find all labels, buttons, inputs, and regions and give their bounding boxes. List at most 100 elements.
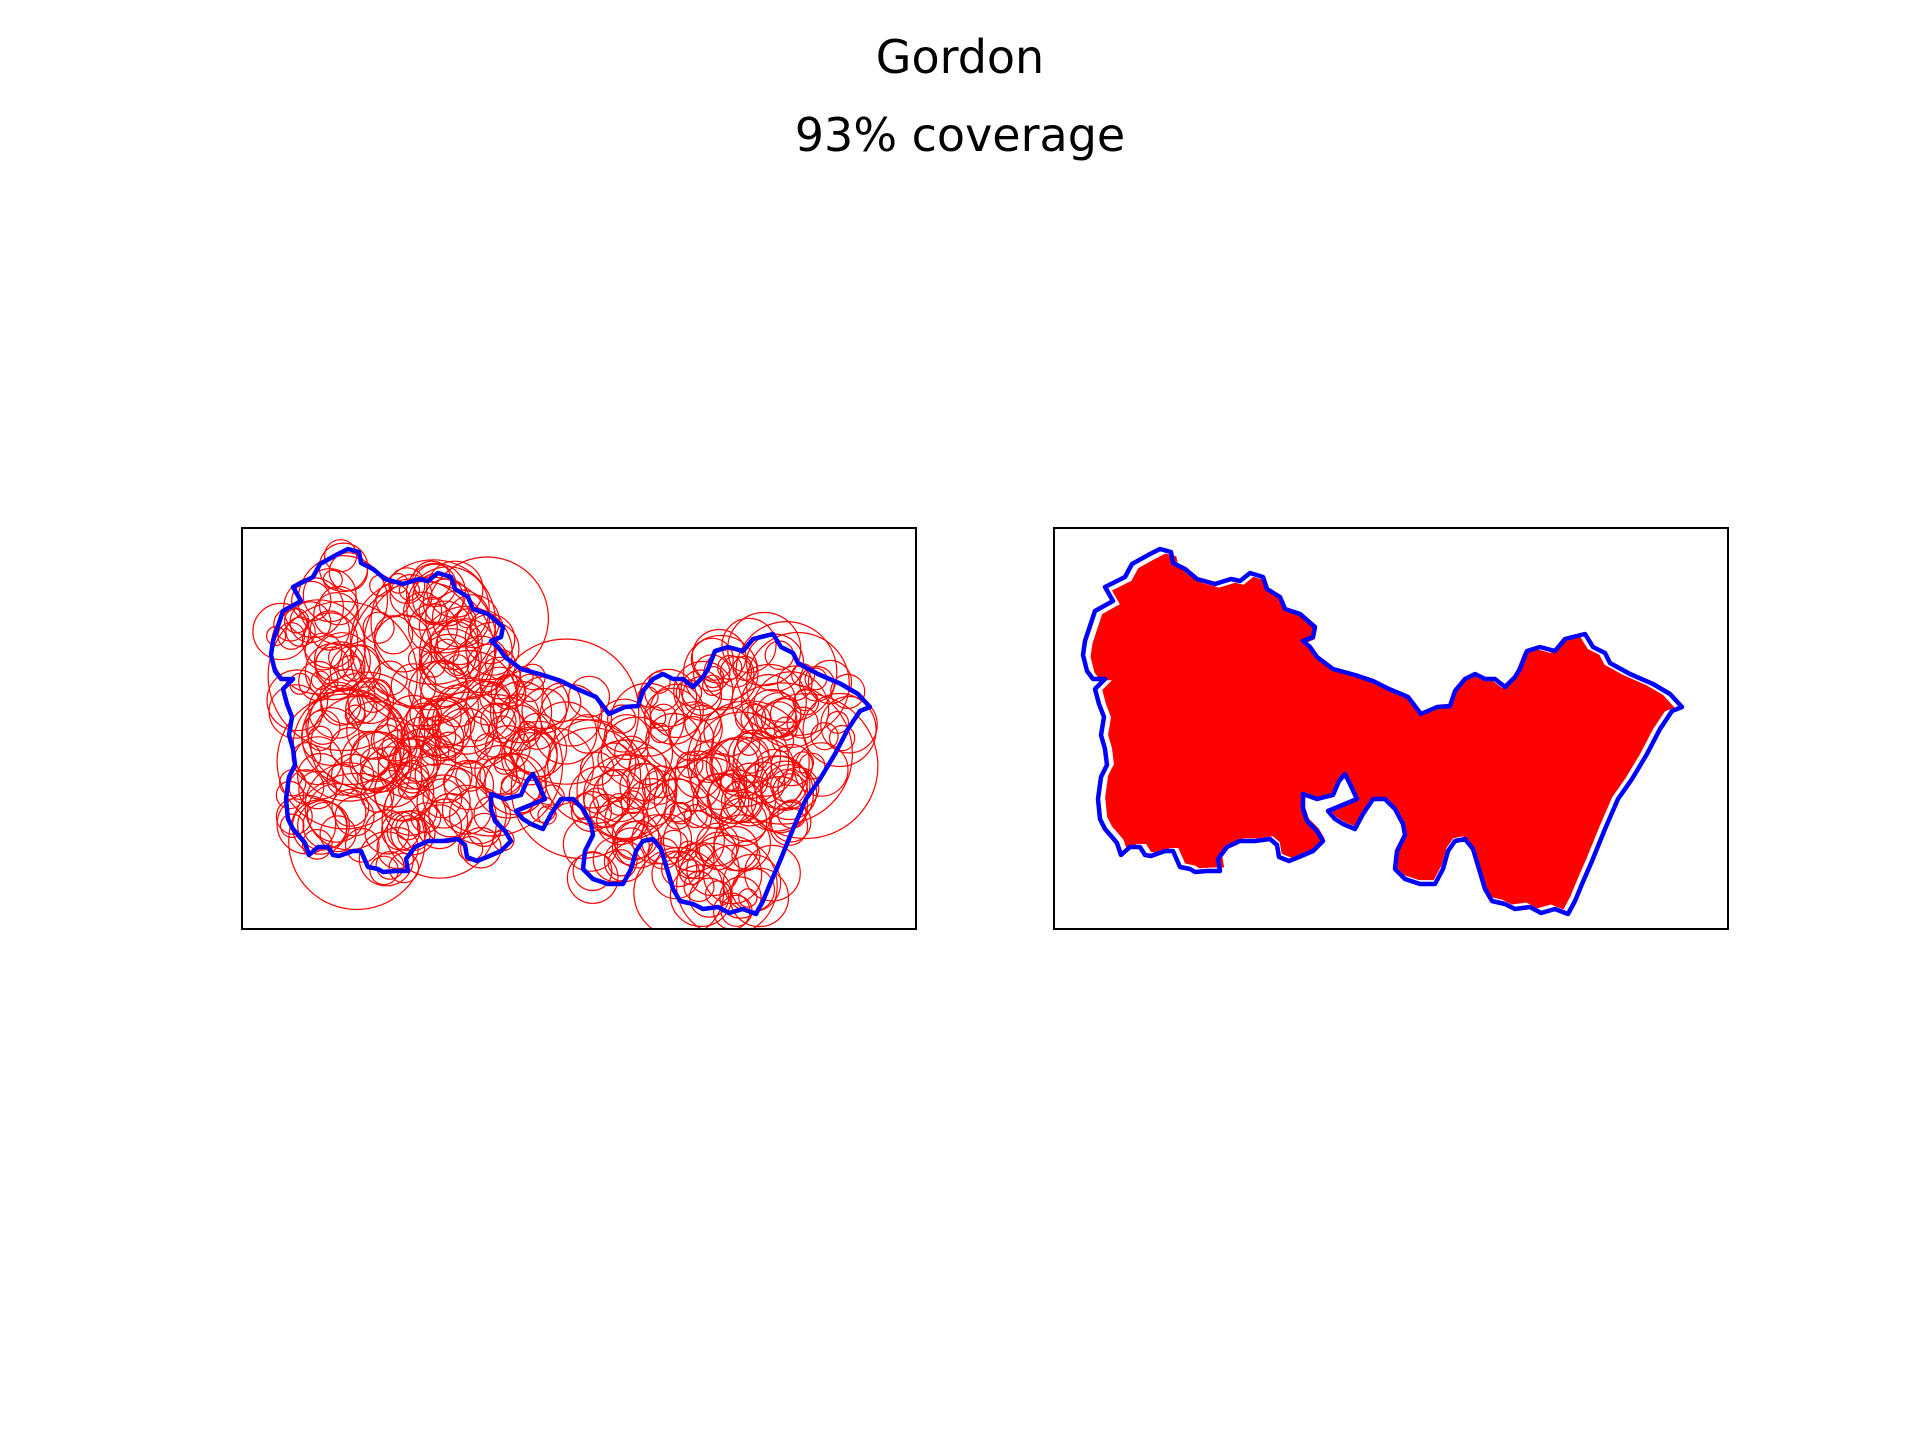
coverage-subtitle: 93% coverage — [794, 108, 1126, 162]
coverage-circle — [626, 778, 676, 828]
coverage-circle — [478, 656, 522, 700]
coverage-circle — [308, 681, 366, 739]
coverage-circle — [642, 778, 713, 849]
coverage-map — [1080, 546, 1685, 917]
coverage-circle — [750, 776, 809, 834]
coverage-circle — [576, 739, 678, 841]
coverage-circle — [695, 822, 740, 867]
coverage-circle — [389, 573, 433, 618]
coverage-circle — [686, 842, 740, 897]
coverage-circle — [416, 774, 471, 829]
region-boundary — [1080, 546, 1685, 917]
coverage-circle — [603, 714, 650, 761]
coverage-circle — [515, 673, 545, 703]
coverage-circle — [793, 688, 817, 712]
coverage-circle — [572, 851, 613, 892]
coverage-circle — [374, 614, 433, 673]
coverage-circle — [442, 767, 471, 796]
coverage-circle — [659, 829, 689, 859]
coverage-circle — [425, 556, 550, 681]
coverage-circle — [323, 539, 358, 573]
coverage-circle — [568, 675, 611, 718]
coverage-circle — [434, 691, 498, 755]
coverage-circle — [384, 782, 438, 836]
coverage-circle — [362, 611, 395, 644]
region-boundary — [268, 546, 873, 917]
coverage-circle — [802, 692, 877, 768]
coverage-circle — [807, 659, 853, 705]
coverage-circle — [428, 792, 473, 838]
coverage-circle — [651, 850, 701, 900]
coverage-circle — [395, 815, 421, 841]
coverage-circle — [277, 622, 306, 650]
coverage-circle — [252, 602, 310, 661]
circles-map-panel — [241, 527, 917, 930]
coverage-circle — [772, 773, 809, 810]
coverage-circle — [373, 615, 414, 655]
coverage-circle — [283, 608, 310, 634]
coverage-circle — [770, 743, 814, 787]
coverage-circle — [668, 701, 723, 757]
coverage-circle — [607, 793, 631, 816]
coverage-circle — [403, 591, 443, 631]
coverage-circle — [820, 695, 878, 754]
coverage-circle — [490, 674, 527, 710]
figure-title-block: Gordon 93% coverage — [0, 18, 1920, 174]
coverage-circle — [683, 804, 708, 829]
coverage-circle — [644, 687, 702, 745]
coverage-circle — [376, 737, 411, 772]
coverage-circle — [375, 851, 405, 880]
coverage-circle — [736, 737, 795, 797]
coverage-circle — [301, 828, 333, 860]
coverage-circle — [310, 670, 331, 690]
coverage-circle — [626, 763, 666, 802]
coverage-circle — [830, 673, 866, 709]
coverage-circle — [579, 751, 615, 787]
coverage-circle — [620, 790, 645, 815]
coverage-circle — [631, 814, 682, 865]
coverage-circle — [825, 710, 849, 734]
figure-title: Gordon — [875, 30, 1045, 84]
coverage-circle — [488, 715, 517, 744]
coverage-circle — [386, 810, 428, 852]
coverage-circle — [731, 840, 761, 870]
coverage-circle — [465, 621, 520, 676]
coverage-circle — [367, 679, 391, 703]
coverage-circle — [500, 774, 521, 795]
coverage-circle — [686, 700, 810, 824]
coverage-circle — [773, 716, 798, 741]
coverage-circle — [431, 679, 521, 769]
coverage-circle — [397, 776, 421, 800]
coverage-circle — [669, 715, 715, 762]
coverage-circle — [500, 728, 558, 786]
coverage-circle — [304, 632, 343, 671]
coverage-circle — [721, 617, 777, 674]
coverage-circle — [301, 688, 399, 786]
coverage-circle — [690, 637, 734, 681]
coverage-circle — [390, 663, 437, 710]
coverage-circle — [676, 834, 778, 928]
coverage-circle — [614, 820, 663, 869]
coverage-circle — [738, 888, 758, 908]
coverage-circle — [601, 753, 659, 810]
coverage-circle — [307, 671, 426, 790]
coverage-circle — [420, 628, 482, 690]
coverage-circle — [320, 684, 362, 726]
coverage-circle — [319, 815, 357, 853]
coverage-circle — [344, 828, 380, 863]
coverage-circle — [753, 755, 808, 810]
coverage-circle — [732, 655, 758, 681]
coverage-circle — [562, 816, 619, 872]
coverage-circle — [674, 750, 723, 799]
coverage-circle — [777, 766, 820, 809]
coverage-circle — [314, 641, 366, 692]
coverage-circle — [474, 733, 502, 761]
coverage-circle — [719, 876, 762, 919]
coverage-circle — [688, 741, 731, 784]
coverage-circle — [754, 748, 794, 788]
coverage-circle — [649, 683, 704, 739]
coverage-circle — [492, 638, 640, 785]
coverage-circle — [330, 753, 375, 797]
coverage-circle — [377, 737, 438, 798]
coverage-circle — [413, 563, 457, 608]
